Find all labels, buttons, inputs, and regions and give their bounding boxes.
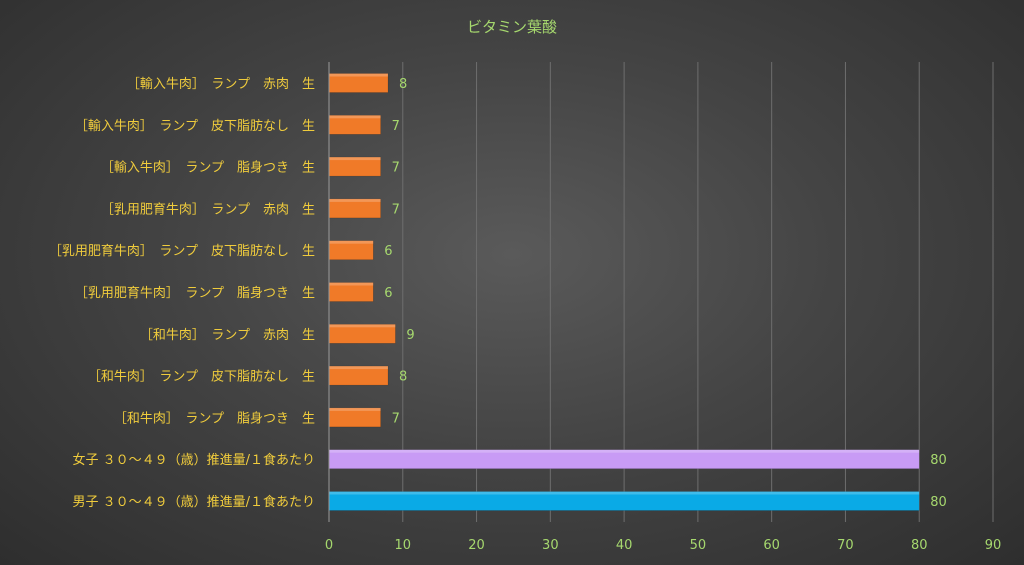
chart-title: ビタミン葉酸 bbox=[467, 18, 557, 36]
value-label-9: 7 bbox=[392, 411, 400, 426]
value-label-7: 9 bbox=[406, 328, 414, 343]
value-label-1: 8 bbox=[399, 77, 407, 92]
value-label-2: 7 bbox=[392, 119, 400, 134]
x-tick-label-0: 0 bbox=[325, 538, 333, 553]
bar-highlight-4 bbox=[329, 198, 381, 202]
bar-highlight-8 bbox=[329, 366, 389, 370]
category-label-7: ［和牛肉］ ランプ 赤肉 生 bbox=[140, 328, 315, 343]
value-labels: 8 7 7 7 6 6 9 8 7 80 80 bbox=[384, 77, 947, 510]
value-label-5: 6 bbox=[384, 244, 392, 259]
x-tick-label-30: 30 bbox=[542, 538, 559, 553]
x-tick-label-60: 60 bbox=[763, 538, 780, 553]
value-label-8: 8 bbox=[399, 370, 407, 385]
category-label-6: ［乳用肥育牛肉］ ランプ 脂身つき 生 bbox=[75, 285, 315, 301]
x-tick-label-40: 40 bbox=[616, 538, 633, 553]
x-tick-labels: 0 10 20 30 40 50 60 70 80 90 bbox=[325, 538, 1001, 553]
category-label-3: ［輸入牛肉］ ランプ 脂身つき 生 bbox=[101, 160, 315, 176]
bar-highlight-3 bbox=[329, 157, 381, 161]
x-tick-label-10: 10 bbox=[395, 538, 412, 553]
x-tick-label-80: 80 bbox=[911, 538, 928, 553]
gridlines bbox=[402, 62, 994, 522]
category-label-10: 女子 ３０～４９（歳）推進量/１食あたり bbox=[72, 452, 315, 468]
x-tick-label-50: 50 bbox=[690, 538, 707, 553]
category-label-2: ［輸入牛肉］ ランプ 皮下脂肪なし 生 bbox=[75, 118, 315, 134]
value-label-10: 80 bbox=[930, 453, 947, 468]
x-tick-label-20: 20 bbox=[468, 538, 485, 553]
category-labels: ［輸入牛肉］ ランプ 赤肉 生 ［輸入牛肉］ ランプ 皮下脂肪なし 生 ［輸入牛肉］… bbox=[49, 77, 315, 510]
bar-highlight-11 bbox=[329, 491, 920, 495]
bars bbox=[328, 73, 920, 511]
category-label-9: ［和牛肉］ ランプ 脂身つき 生 bbox=[114, 410, 315, 426]
category-label-5: ［乳用肥育牛肉］ ランプ 皮下脂肪なし 生 bbox=[49, 243, 315, 259]
category-label-1: ［輸入牛肉］ ランプ 赤肉 生 bbox=[127, 77, 315, 92]
value-label-11: 80 bbox=[930, 495, 947, 510]
category-label-11: 男子 ３０～４９（歳）推進量/１食あたり bbox=[72, 494, 315, 510]
bar-highlight-9 bbox=[329, 407, 381, 411]
bar-highlight-6 bbox=[329, 282, 374, 286]
value-label-3: 7 bbox=[392, 161, 400, 176]
bar-highlight-5 bbox=[329, 240, 374, 244]
category-label-8: ［和牛肉］ ランプ 皮下脂肪なし 生 bbox=[88, 369, 315, 385]
x-tick-label-90: 90 bbox=[985, 538, 1002, 553]
bar-highlight-7 bbox=[329, 324, 396, 328]
bar-highlight-1 bbox=[329, 73, 389, 77]
value-label-6: 6 bbox=[384, 286, 392, 301]
category-label-4: ［乳用肥育牛肉］ ランプ 赤肉 生 bbox=[101, 201, 315, 217]
x-tick-label-70: 70 bbox=[837, 538, 854, 553]
value-label-4: 7 bbox=[392, 202, 400, 217]
bar-highlight-10 bbox=[329, 449, 920, 453]
bar-highlight-2 bbox=[329, 115, 381, 119]
